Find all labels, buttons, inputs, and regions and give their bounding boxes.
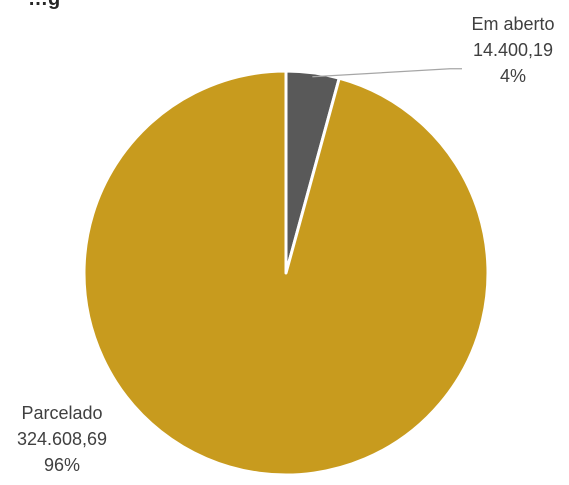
leader-line-em-aberto (312, 68, 462, 78)
slice-label-name: Em aberto (471, 14, 554, 34)
slice-label-value: 324.608,69 (17, 429, 107, 449)
pie-slices (82, 69, 490, 477)
slice-label-name: Parcelado (21, 403, 102, 423)
slice-label-value: 14.400,19 (473, 40, 553, 60)
chart-title: …g (28, 0, 60, 11)
slice-label-percent: 4% (500, 66, 526, 86)
data-labels: Em aberto 14.400,19 4% Parcelado 324.608,69 9… (17, 14, 555, 475)
leader-lines (312, 68, 462, 78)
pie-slice-parcelado (82, 69, 490, 477)
slice-label-percent: 96% (44, 455, 80, 475)
